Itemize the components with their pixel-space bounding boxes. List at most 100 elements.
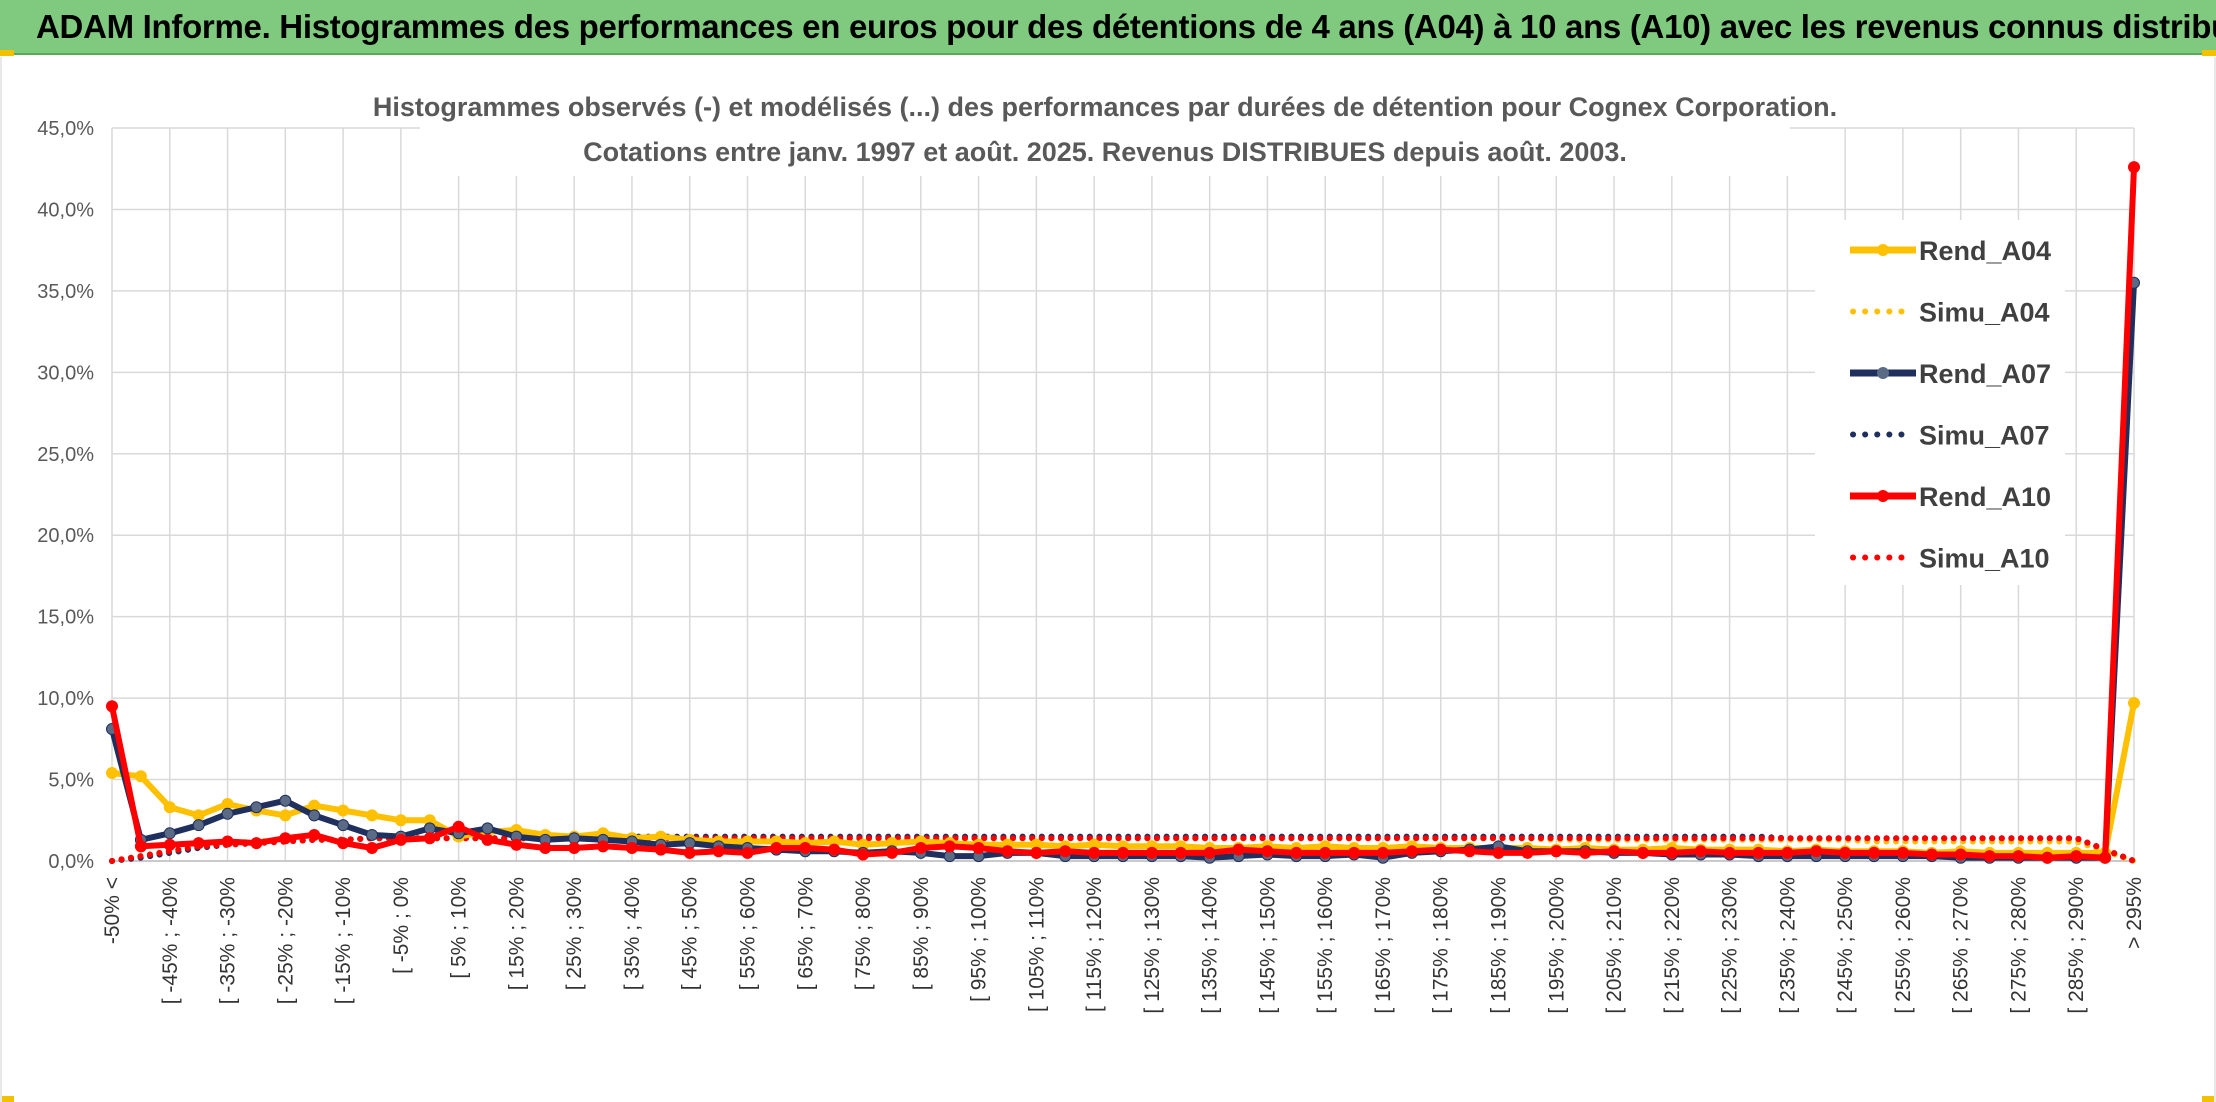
point-rend_a07 — [481, 822, 494, 835]
x-tick-label: [ 155% ; 160% — [1314, 877, 1337, 1014]
x-tick-label: [ 55% ; 60% — [736, 877, 759, 990]
point-rend_a10 — [1261, 845, 1274, 858]
chart-title: Histogrammes observés (-) et modélisés (… — [373, 92, 1837, 122]
point-rend_a10 — [1608, 845, 1621, 858]
point-rend_a10 — [1521, 846, 1534, 859]
y-tick-label: 0,0% — [48, 851, 94, 873]
point-rend_a10 — [192, 837, 205, 850]
page-title: ADAM Informe. Histogrammes des performan… — [36, 8, 2216, 45]
point-rend_a10 — [1174, 846, 1187, 859]
x-tick-label: [ -25% ; -20% — [274, 877, 297, 1004]
x-tick-label: -50% < — [101, 877, 124, 944]
x-tick-label: [ 225% ; 230% — [1719, 877, 1742, 1014]
point-rend_a10 — [1723, 846, 1736, 859]
point-rend_a10 — [828, 843, 841, 856]
point-rend_a10 — [1348, 846, 1361, 859]
point-rend_a07 — [192, 819, 205, 832]
point-rend_a07 — [337, 819, 350, 832]
legend-label-simu_a10: Simu_A10 — [1919, 544, 2050, 574]
point-rend_a10 — [1665, 846, 1678, 859]
bottom-corner-left — [2, 1096, 14, 1102]
point-rend_a10 — [279, 832, 292, 845]
y-tick-label: 40,0% — [37, 199, 94, 221]
point-rend_a10 — [1145, 846, 1158, 859]
point-rend_a10 — [1839, 846, 1852, 859]
point-rend_a10 — [1492, 846, 1505, 859]
point-rend_a10 — [568, 841, 581, 854]
point-rend_a10 — [1088, 846, 1101, 859]
point-rend_a10 — [106, 700, 118, 713]
point-rend_a10 — [2128, 161, 2140, 174]
legend-label-simu_a07: Simu_A07 — [1919, 421, 2050, 451]
chart-frame — [0, 57, 2216, 1102]
x-tick-label: [ -45% ; -40% — [159, 877, 182, 1004]
point-rend_a10 — [770, 841, 783, 854]
x-tick-label: [ -35% ; -30% — [217, 877, 240, 1004]
point-rend_a04 — [2128, 696, 2140, 709]
point-rend_a04 — [134, 770, 147, 783]
point-rend_a10 — [857, 848, 870, 861]
point-rend_a10 — [1117, 846, 1129, 859]
y-tick-label: 30,0% — [37, 362, 94, 384]
x-tick-label: [ 125% ; 130% — [1141, 877, 1164, 1014]
point-rend_a10 — [885, 846, 898, 859]
subtitle-background — [420, 84, 1790, 176]
point-rend_a07 — [308, 809, 321, 822]
x-tick-label: [ 145% ; 150% — [1256, 877, 1279, 1014]
point-rend_a10 — [597, 840, 610, 853]
x-tick-label: [ 5% ; 10% — [448, 877, 471, 979]
point-rend_a10 — [337, 837, 350, 850]
legend-marker-rend_a04 — [1877, 244, 1889, 256]
y-tick-label: 25,0% — [37, 444, 94, 466]
x-tick-label: [ 25% ; 30% — [563, 877, 586, 990]
point-rend_a10 — [914, 841, 927, 854]
y-tick-label: 15,0% — [37, 607, 94, 629]
point-rend_a10 — [481, 833, 494, 846]
point-rend_a10 — [2099, 851, 2112, 864]
point-rend_a07 — [279, 794, 292, 807]
point-rend_a10 — [1030, 846, 1043, 859]
point-rend_a10 — [1636, 846, 1649, 859]
legend-marker-rend_a10 — [1877, 490, 1889, 502]
point-rend_a10 — [972, 841, 985, 854]
x-tick-label: [ 65% ; 70% — [794, 877, 817, 990]
y-tick-label: 20,0% — [37, 525, 94, 547]
x-tick-label: [ 15% ; 20% — [505, 877, 528, 990]
point-rend_a10 — [394, 833, 407, 846]
point-rend_a04 — [365, 809, 378, 822]
x-tick-label: [ 165% ; 170% — [1372, 877, 1395, 1014]
x-tick-label: [ 195% ; 200% — [1545, 877, 1568, 1014]
point-rend_a10 — [625, 841, 638, 854]
point-rend_a10 — [1868, 846, 1881, 859]
point-rend_a04 — [279, 809, 292, 822]
point-rend_a04 — [337, 804, 350, 817]
x-tick-label: [ 275% ; 280% — [2007, 877, 2030, 1014]
point-rend_a10 — [1232, 843, 1245, 856]
point-rend_a10 — [1376, 846, 1389, 859]
chart-subtitle: Cotations entre janv. 1997 et août. 2025… — [583, 137, 1627, 167]
point-rend_a10 — [134, 840, 147, 853]
x-tick-label: [ 115% ; 120% — [1083, 877, 1106, 1012]
point-rend_a10 — [1434, 843, 1447, 856]
x-tick-label: [ 245% ; 250% — [1834, 877, 1857, 1014]
point-rend_a10 — [163, 838, 176, 851]
y-tick-label: 10,0% — [37, 688, 94, 710]
x-axis-ticks: -50% < [ -45% ; -40% [ -35% ; -30% [ -25% ;… — [101, 877, 2146, 1014]
x-tick-label: [ 265% ; 270% — [1950, 877, 1973, 1014]
point-rend_a10 — [2041, 851, 2054, 864]
point-rend_a10 — [1550, 845, 1563, 858]
point-rend_a10 — [1925, 848, 1938, 861]
point-rend_a10 — [712, 845, 725, 858]
corner-accent-right — [2202, 50, 2216, 56]
x-tick-label: [ 215% ; 220% — [1661, 877, 1684, 1014]
x-tick-label: [ 95% ; 100% — [968, 877, 991, 1002]
y-tick-label: 35,0% — [37, 281, 94, 303]
point-rend_a10 — [654, 843, 667, 856]
x-tick-label: [ 285% ; 290% — [2065, 877, 2088, 1014]
x-tick-label: [ 75% ; 80% — [852, 877, 875, 990]
point-rend_a10 — [1752, 846, 1765, 859]
point-rend_a10 — [1694, 845, 1707, 858]
x-tick-label: [ 85% ; 90% — [910, 877, 933, 990]
point-rend_a07 — [365, 828, 378, 841]
